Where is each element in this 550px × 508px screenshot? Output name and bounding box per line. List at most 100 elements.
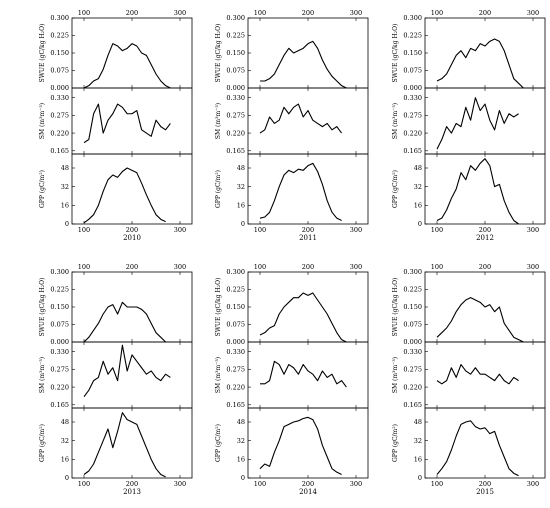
x-tick-label-top: 300 (174, 9, 186, 17)
chart-2011: 0.000 0.075 0.150 0.225 0.300 100 200 300 SWUE (… (215, 9, 369, 242)
y-tick-label: 0.165 (403, 401, 422, 409)
x-tick-label-bottom: 200 (302, 480, 314, 488)
x-tick-label-top: 300 (527, 9, 539, 17)
y-tick-label: 0.150 (50, 49, 69, 57)
panel-2015-0: 0.000 0.075 0.150 0.225 0.300 100 200 300 SWUE (… (392, 263, 546, 346)
panel-2011-2: 0 16 32 48 100 200 300 GPP (gC/m²) (215, 153, 369, 234)
y-tick-label: 48 (414, 418, 422, 426)
y-tick-label: 48 (237, 164, 245, 172)
y-tick-label: 0.165 (226, 147, 245, 155)
y-tick-label: 0.165 (403, 147, 422, 155)
y-tick-label: 0.330 (226, 348, 245, 356)
y-tick-label: 0.225 (50, 286, 69, 294)
x-tick-label-bottom: 200 (302, 226, 314, 234)
panel-frame (247, 341, 369, 409)
x-tick-label-bottom: 100 (431, 226, 443, 234)
x-tick-label-top: 100 (254, 263, 266, 271)
y-axis-label: GPP (gC/m²) (215, 170, 222, 208)
year-label: 2015 (476, 488, 494, 496)
y-tick-label: 32 (237, 437, 245, 445)
y-tick-label: 32 (61, 183, 69, 191)
panel-2012-2: 0 16 32 48 100 200 300 GPP (gC/m²) (392, 153, 546, 234)
x-tick-label-top: 300 (174, 263, 186, 271)
y-tick-label: 48 (61, 418, 69, 426)
series-line (436, 38, 524, 89)
y-tick-label: 0.000 (50, 84, 69, 92)
panel-2012-0: 0.000 0.075 0.150 0.225 0.300 100 200 300 SWUE (… (392, 9, 546, 92)
x-tick-label-top: 100 (78, 263, 90, 271)
x-tick-label-top: 300 (350, 263, 362, 271)
y-tick-label: 0.150 (226, 303, 245, 311)
y-tick-label: 0.165 (50, 147, 69, 155)
y-axis-label: SWUE (gC/kg H₂O) (392, 278, 399, 337)
x-tick-label-bottom: 100 (431, 480, 443, 488)
y-tick-label: 0.330 (403, 94, 422, 102)
x-tick-label-bottom: 300 (174, 226, 186, 234)
panel-frame (71, 17, 193, 89)
series-line (436, 158, 519, 225)
x-tick-label-top: 100 (78, 9, 90, 17)
series-line (436, 97, 519, 150)
y-axis-label: SWUE (gC/kg H₂O) (215, 24, 222, 83)
y-axis-label: SWUE (gC/kg H₂O) (39, 278, 46, 337)
y-tick-label: 0.225 (226, 32, 245, 40)
y-axis-label: SM (m³m⁻³) (39, 103, 46, 139)
series-line (83, 103, 171, 144)
chart-2010: 0.000 0.075 0.150 0.225 0.300 100 200 300 SWUE (… (39, 9, 193, 242)
x-tick-label-bottom: 300 (174, 480, 186, 488)
panel-2014-1: 0.165 0.220 0.275 0.330 SM (m³m⁻³) (215, 341, 369, 409)
y-axis-label: SM (m³m⁻³) (392, 103, 399, 139)
y-tick-label: 0.220 (50, 383, 69, 391)
y-tick-label: 0.275 (50, 366, 69, 374)
year-label: 2010 (123, 234, 141, 242)
series-line (83, 344, 171, 398)
year-label: 2012 (476, 234, 494, 242)
panel-2013-0: 0.000 0.075 0.150 0.225 0.300 100 200 300 SWUE (… (39, 263, 193, 346)
y-tick-label: 0.275 (226, 366, 245, 374)
panel-2014-0: 0.000 0.075 0.150 0.225 0.300 100 200 300 SWUE (… (215, 263, 369, 346)
chart-2015: 0.000 0.075 0.150 0.225 0.300 100 200 300 SWUE (… (392, 263, 546, 496)
year-label: 2013 (123, 488, 141, 496)
x-tick-label-bottom: 100 (254, 480, 266, 488)
y-tick-label: 0.165 (50, 401, 69, 409)
series-line (259, 416, 342, 475)
y-tick-label: 0.300 (50, 268, 69, 276)
y-axis-label: SWUE (gC/kg H₂O) (39, 24, 46, 83)
x-tick-label-top: 200 (479, 9, 491, 17)
y-tick-label: 0.225 (403, 286, 422, 294)
x-tick-label-top: 300 (527, 263, 539, 271)
y-tick-label: 32 (237, 183, 245, 191)
y-tick-label: 0.330 (50, 94, 69, 102)
y-tick-label: 0.330 (226, 94, 245, 102)
x-tick-label-top: 300 (350, 9, 362, 17)
y-tick-label: 0.165 (226, 401, 245, 409)
chart-2012: 0.000 0.075 0.150 0.225 0.300 100 200 300 SWUE (… (392, 9, 546, 242)
series-line (259, 162, 342, 221)
series-line (83, 43, 171, 89)
x-tick-label-top: 200 (126, 9, 138, 17)
series-line (83, 167, 166, 224)
y-tick-label: 0.075 (403, 321, 422, 329)
x-tick-label-top: 200 (479, 263, 491, 271)
x-tick-label-top: 200 (302, 263, 314, 271)
year-label: 2011 (299, 234, 317, 242)
y-tick-label: 0.150 (50, 303, 69, 311)
panel-frame (71, 341, 193, 409)
panel-2010-1: 0.165 0.220 0.275 0.330 SM (m³m⁻³) (39, 87, 193, 155)
y-axis-label: SM (m³m⁻³) (392, 357, 399, 393)
x-tick-label-bottom: 200 (126, 226, 138, 234)
series-line (83, 412, 166, 478)
y-axis-label: SM (m³m⁻³) (215, 357, 222, 393)
panel-2012-1: 0.165 0.220 0.275 0.330 SM (m³m⁻³) (392, 87, 546, 155)
y-axis-label: GPP (gC/m²) (39, 170, 46, 208)
x-tick-label-bottom: 100 (254, 226, 266, 234)
x-tick-label-top: 200 (302, 9, 314, 17)
panel-2011-0: 0.000 0.075 0.150 0.225 0.300 100 200 300 SWUE (… (215, 9, 369, 92)
x-tick-label-bottom: 300 (527, 480, 539, 488)
y-tick-label: 16 (414, 456, 422, 464)
panel-2014-2: 0 16 32 48 100 200 300 GPP (gC/m²) (215, 407, 369, 488)
series-line (260, 40, 347, 89)
y-tick-label: 0.225 (403, 32, 422, 40)
x-tick-label-bottom: 300 (350, 480, 362, 488)
panel-2011-1: 0.165 0.220 0.275 0.330 SM (m³m⁻³) (215, 87, 369, 155)
